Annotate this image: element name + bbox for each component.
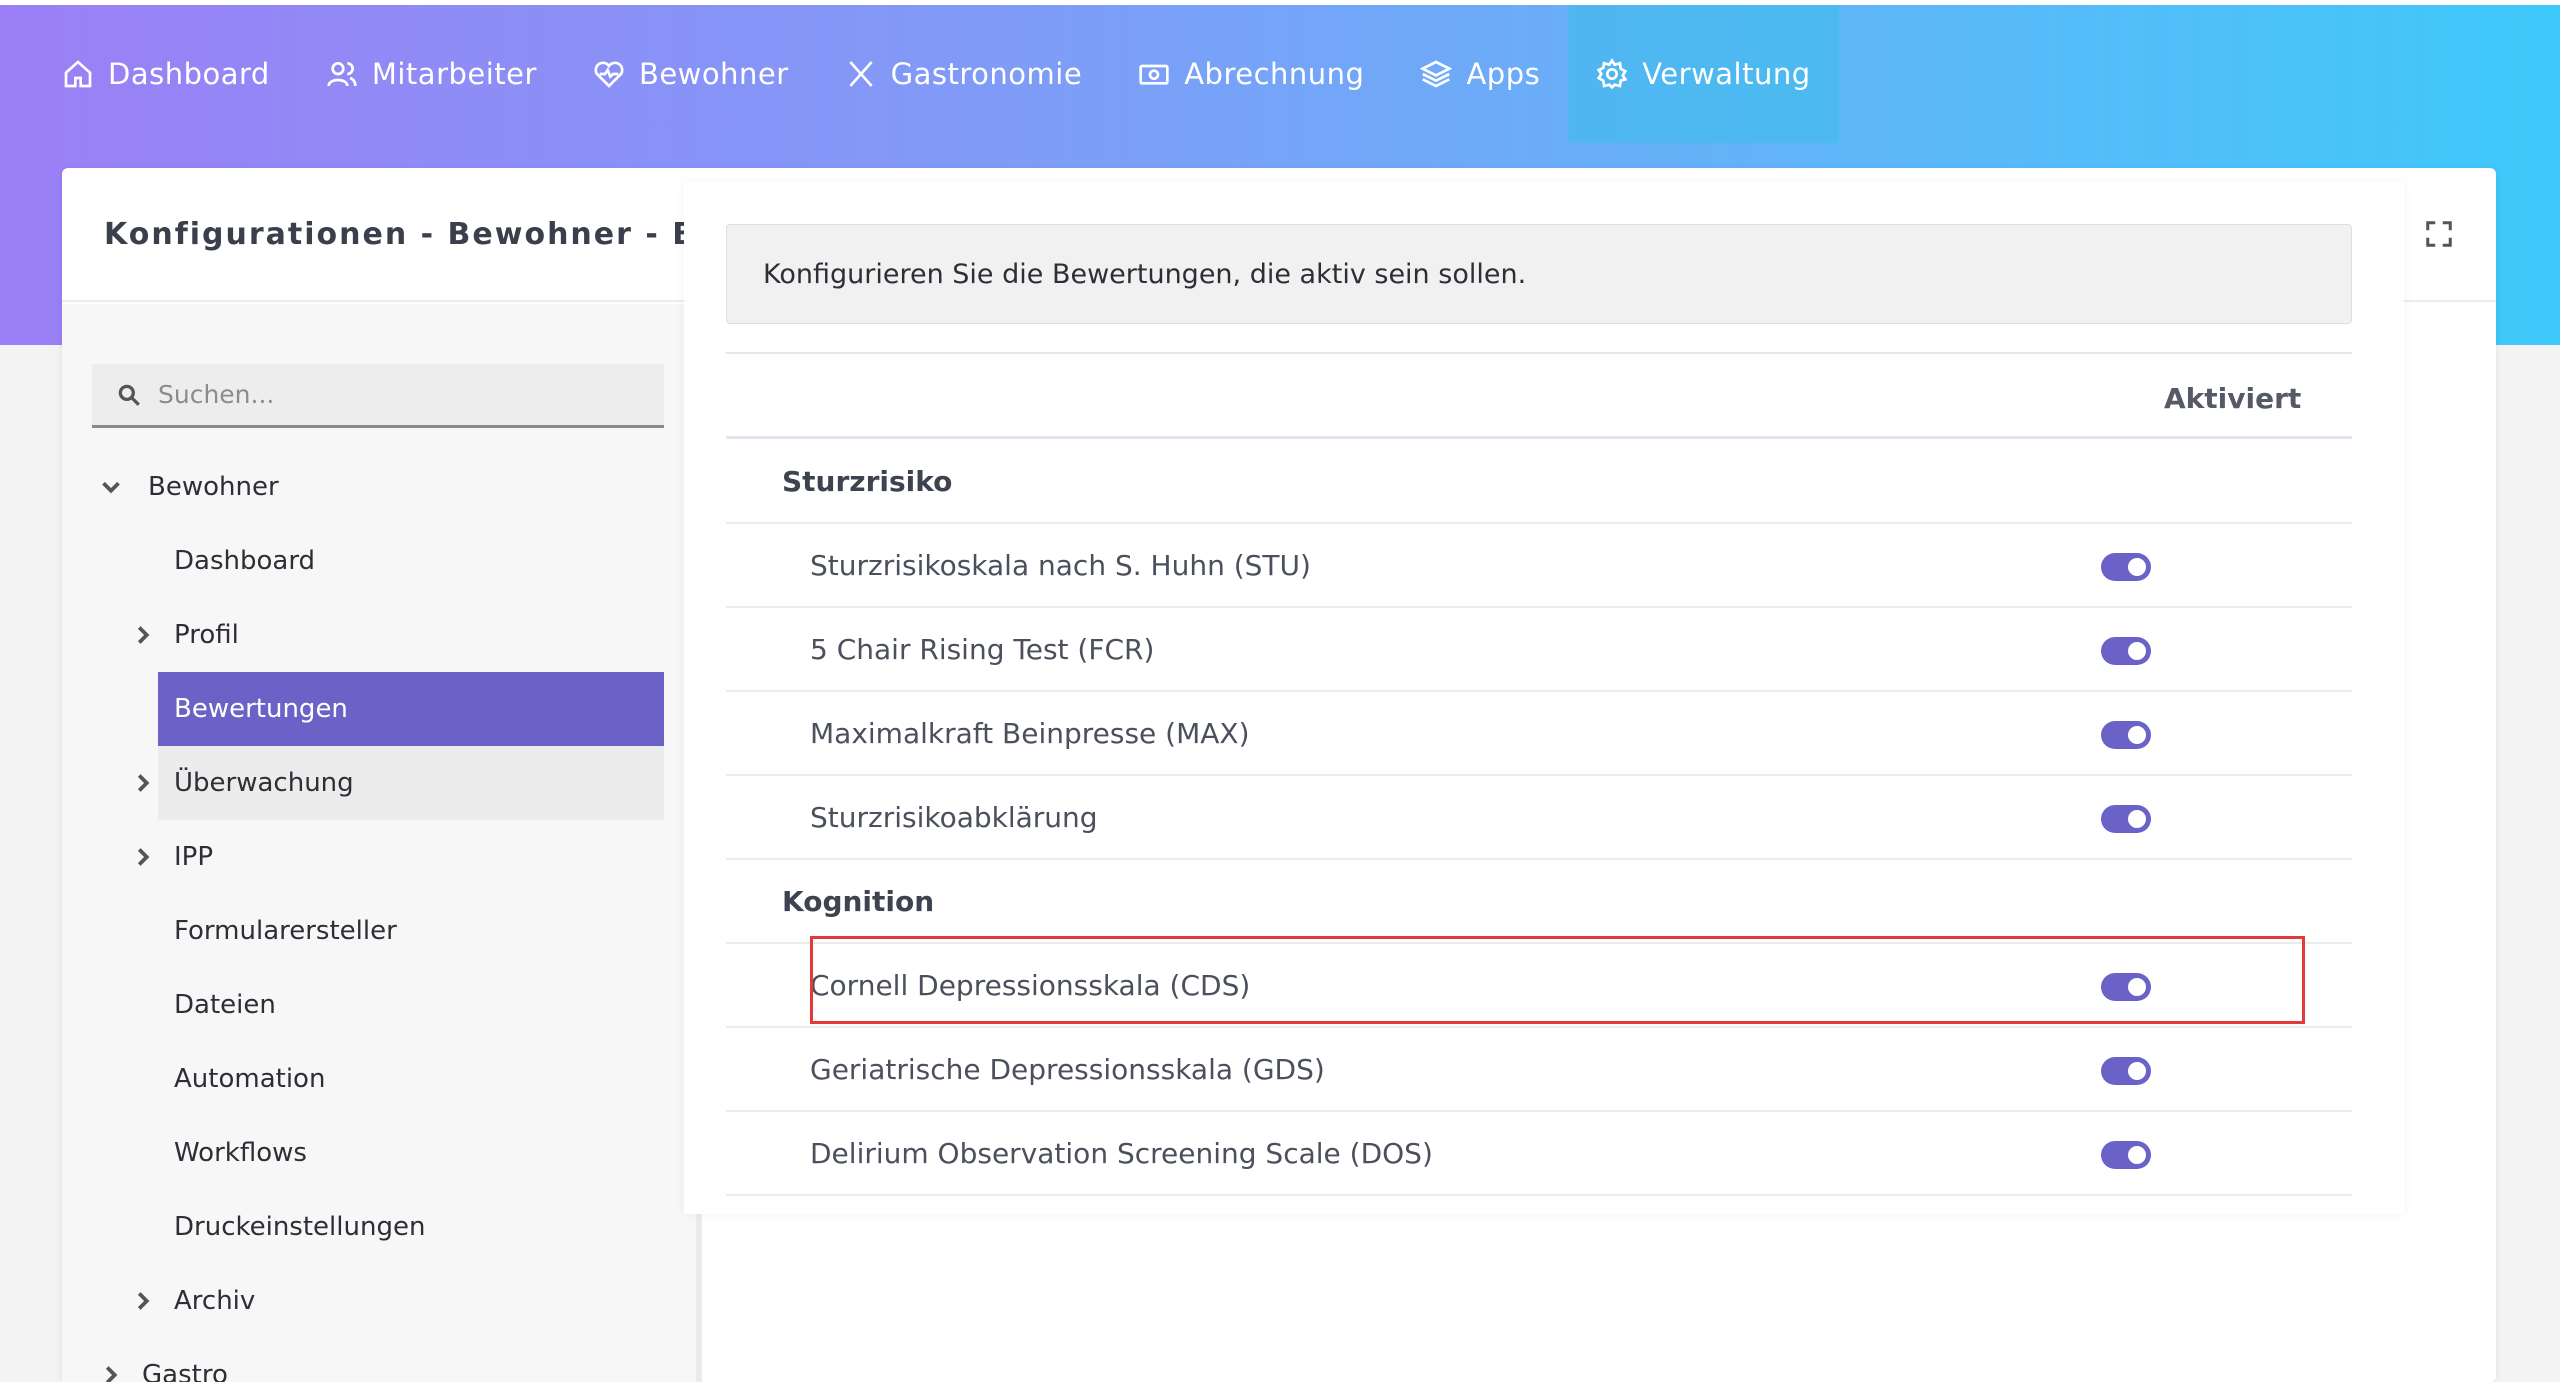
chevron-right-icon: [137, 774, 150, 792]
content-panel: Konfigurieren Sie die Bewertungen, die a…: [684, 182, 2404, 1214]
tree-item-profil[interactable]: Profil: [128, 598, 664, 672]
row-label: Delirium Observation Screening Scale (DO…: [810, 1136, 1433, 1170]
toggle-switch[interactable]: [2101, 637, 2151, 665]
tree-item-label: Bewertungen: [174, 694, 348, 724]
tree-item-bewohner[interactable]: Bewohner: [96, 450, 656, 524]
tree-item-dashboard[interactable]: Dashboard: [158, 524, 664, 598]
divider: [726, 436, 2352, 439]
group-label: Sturzrisiko: [782, 464, 953, 498]
nav-label: Mitarbeiter: [371, 57, 537, 91]
search-input[interactable]: [158, 380, 638, 409]
group-label: Kognition: [782, 884, 935, 918]
divider: [726, 352, 2352, 354]
nav-dashboard[interactable]: Dashboard: [0, 5, 298, 143]
tree-item-label: Automation: [174, 1064, 326, 1094]
nav-label: Apps: [1466, 57, 1541, 91]
money-icon: [1139, 64, 1169, 85]
top-strip: [0, 0, 2560, 5]
tree-item-label: Dateien: [174, 990, 276, 1020]
column-header-aktiviert: Aktiviert: [2164, 382, 2302, 415]
tree-item-label: Archiv: [174, 1286, 256, 1316]
tree-item-workflows[interactable]: Workflows: [158, 1116, 664, 1190]
table-row: 5 Chair Rising Test (FCR): [726, 608, 2352, 692]
row-label: Cornell Depressionsskala (CDS): [810, 968, 1251, 1002]
tree-item-label: Workflows: [174, 1138, 307, 1168]
nav-label: Bewohner: [638, 57, 789, 91]
tree-item-ueberwachung[interactable]: Überwachung: [128, 746, 664, 820]
row-label: Maximalkraft Beinpresse (MAX): [810, 716, 1250, 750]
tree-item-automation[interactable]: Automation: [158, 1042, 664, 1116]
table-row: Delirium Observation Screening Scale (DO…: [726, 1112, 2352, 1196]
nav-mitarbeiter[interactable]: Mitarbeiter: [298, 5, 565, 143]
table-row: Sturzrisikoabklärung: [726, 776, 2352, 860]
main-nav: Dashboard Mitarbeiter Bewohner Gastronom…: [0, 5, 2560, 143]
search-box: [92, 364, 664, 428]
tree-item-label: Überwachung: [158, 746, 664, 820]
chevron-right-icon: [105, 1366, 118, 1382]
nav-abrechnung[interactable]: Abrechnung: [1110, 5, 1392, 143]
row-label: Sturzrisikoabklärung: [810, 800, 1098, 834]
tree-item-label: Formularersteller: [174, 916, 397, 946]
tree-item-bewertungen[interactable]: Bewertungen: [158, 672, 664, 746]
nav-bewohner[interactable]: Bewohner: [565, 5, 817, 143]
toggle-switch[interactable]: [2101, 721, 2151, 749]
tree-item-ipp[interactable]: IPP: [128, 820, 664, 894]
tree-item-gastro[interactable]: Gastro: [96, 1338, 664, 1382]
sidebar: Bewohner Dashboard Profil Bewertungen Üb…: [62, 304, 702, 1382]
group-row-sturzrisiko: Sturzrisiko: [726, 440, 2352, 524]
search-icon: [118, 384, 140, 406]
tree-item-label: IPP: [174, 842, 214, 872]
tree-item-formularersteller[interactable]: Formularersteller: [158, 894, 664, 968]
home-icon: [64, 60, 92, 88]
chevron-right-icon: [137, 848, 150, 866]
nav-label: Abrechnung: [1184, 57, 1365, 91]
tree-item-label: Druckeinstellungen: [174, 1212, 426, 1242]
toggle-switch[interactable]: [2101, 805, 2151, 833]
tree-item-label: Profil: [174, 620, 239, 650]
cutlery-icon: [849, 61, 873, 87]
toggle-switch[interactable]: [2101, 1141, 2151, 1169]
row-label: Sturzrisikoskala nach S. Huhn (STU): [810, 548, 1311, 582]
toggle-switch[interactable]: [2101, 1057, 2151, 1085]
chevron-right-icon: [137, 626, 150, 644]
group-row-kognition: Kognition: [726, 860, 2352, 944]
toggle-switch[interactable]: [2101, 553, 2151, 581]
nav-verwaltung[interactable]: Verwaltung: [1568, 5, 1839, 143]
table-row: Geriatrische Depressionsskala (GDS): [726, 1028, 2352, 1112]
info-box: Konfigurieren Sie die Bewertungen, die a…: [726, 224, 2352, 324]
nav-label: Verwaltung: [1642, 57, 1811, 91]
nav-label: Gastronomie: [890, 57, 1083, 91]
table-row: Cornell Depressionsskala (CDS): [726, 944, 2352, 1028]
nav-label: Dashboard: [108, 57, 270, 91]
tree-item-dateien[interactable]: Dateien: [158, 968, 664, 1042]
chevron-right-icon: [137, 1292, 150, 1310]
gear-icon: [1596, 58, 1628, 90]
users-icon: [327, 62, 357, 87]
table-row: Maximalkraft Beinpresse (MAX): [726, 692, 2352, 776]
row-label: Geriatrische Depressionsskala (GDS): [810, 1052, 1325, 1086]
toggle-switch[interactable]: [2101, 973, 2151, 1001]
row-label: 5 Chair Rising Test (FCR): [810, 632, 1155, 666]
nav-gastronomie[interactable]: Gastronomie: [817, 5, 1111, 143]
layers-icon: [1420, 60, 1453, 88]
tree-item-label: Bewohner: [148, 472, 279, 502]
tree-item-archiv[interactable]: Archiv: [128, 1264, 664, 1338]
chevron-down-icon: [102, 481, 120, 494]
tree-item-label: Dashboard: [174, 546, 316, 576]
tree-item-label: Gastro: [142, 1360, 228, 1382]
tree-item-druckeinstellungen[interactable]: Druckeinstellungen: [158, 1190, 664, 1264]
fullscreen-icon[interactable]: [2424, 219, 2454, 249]
nav-apps[interactable]: Apps: [1392, 5, 1568, 143]
table-row: Sturzrisikoskala nach S. Huhn (STU): [726, 524, 2352, 608]
heart-pulse-icon: [594, 61, 624, 88]
